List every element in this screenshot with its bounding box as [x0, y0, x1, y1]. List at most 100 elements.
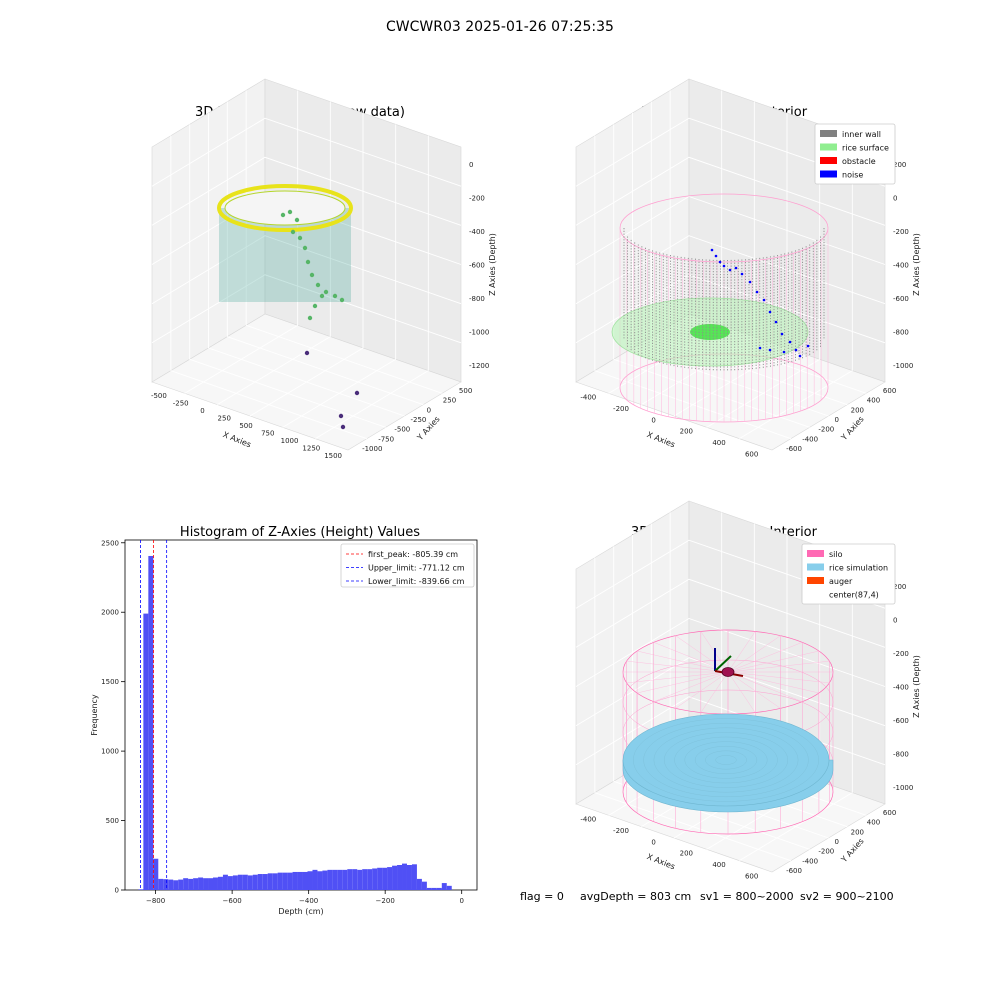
panel1-outlier-point: [338, 413, 344, 419]
panel4-ytick-label: 0: [835, 838, 839, 846]
panel2-noise-point: [768, 348, 772, 352]
panel3-histogram-bar: [436, 887, 442, 890]
panel4-ylabel: Y Axies: [839, 837, 866, 865]
panel1-xtick-label: 1500: [324, 452, 342, 460]
panel3-histogram-bar: [153, 858, 159, 890]
panel2-ytick-label: -600: [786, 445, 802, 453]
panel2-ztick-label: -200: [893, 228, 909, 236]
panel2-noise-point: [780, 332, 784, 336]
panel3-histogram-bar: [262, 874, 268, 890]
panel2-ytick-label: 400: [867, 397, 880, 405]
panel2-ytick-label: 600: [883, 387, 896, 395]
panel3-histogram-bar: [198, 877, 204, 890]
panel2-ytick-label: -200: [818, 426, 834, 434]
panel3-histogram-bar: [237, 874, 243, 890]
panel2-legend-frame: [814, 123, 896, 185]
panel2-noise-point: [722, 264, 726, 268]
panel1-noise-point: [294, 217, 300, 223]
panel3-histogram-bar: [327, 869, 333, 890]
panel3-histogram-bar: [342, 869, 348, 890]
panel2-ytick-label: -400: [802, 435, 818, 443]
panel2-ztick-label: -600: [893, 295, 909, 303]
panel1-ztick-label: -200: [469, 194, 485, 202]
panel1-noise-point: [332, 293, 338, 299]
panel2-noise-point: [782, 350, 786, 354]
panel2-xlabel: X Axies: [646, 430, 677, 449]
panel4-legend-frame: [801, 543, 896, 605]
panel1-xtick-label: 750: [261, 430, 274, 438]
panel4-rice-contour: [715, 755, 737, 765]
panel3-histogram: −800 −600 −400 −200 0 0 500 1000 1500 2000 2500 Dep…: [90, 539, 478, 916]
panel1-xtick-label: 0: [200, 407, 204, 415]
panel3-ytick-label: 1000: [101, 748, 119, 756]
panel3-histogram-bar: [267, 873, 273, 890]
panel3-histogram-bar: [377, 867, 383, 890]
panel1-ytick-label: -1000: [362, 445, 382, 453]
panel1-ytick-label: -750: [378, 435, 394, 443]
panel3-histogram-bar: [257, 874, 263, 890]
panel3-histogram-bar: [287, 872, 293, 890]
panel2-noise-point: [728, 268, 732, 272]
panel2-noise-point: [714, 254, 718, 258]
panel4-silo-spoke: [727, 642, 803, 673]
panel1-outlier-point: [354, 390, 360, 396]
panel3-histogram-bar: [188, 878, 194, 890]
panel1-noise-point: [280, 212, 286, 218]
panel2-xtick-label: 600: [745, 450, 758, 458]
panel3-histogram-bar: [446, 885, 452, 890]
panel1-zlabel: Z Axies (Depth): [488, 233, 497, 296]
panel2-legend-swatch: [820, 143, 837, 151]
status-sv1: sv1 = 800~2000: [700, 890, 794, 903]
panel1-xtick-label: 1000: [281, 437, 299, 445]
panel2-classify-3d: -400-20002004006006004002000-200-400-600…: [575, 78, 921, 458]
panel2-xtick-label: -200: [613, 405, 629, 413]
panel2-ylabel: Y Axies: [839, 415, 866, 443]
panel3-histogram-bar: [203, 878, 209, 890]
panel2-noise-point: [762, 298, 766, 302]
panel2-ztick-label: -1000: [893, 362, 913, 370]
panel4-xtick-label: -400: [580, 816, 596, 824]
panel3-histogram-bar: [347, 869, 353, 890]
panel2-noise-point: [710, 248, 714, 252]
panel1-ytick-label: 250: [443, 397, 456, 405]
panel4-legend-swatch: [807, 577, 824, 584]
panel2-rice-center: [690, 324, 730, 340]
panel4-silo-spoke: [637, 671, 729, 694]
panel4-rice-contour: [684, 741, 768, 779]
panel4-simulation-3d: -400-20002004006006004002000-200-400-600…: [575, 500, 921, 880]
panel3-xtick-label: −200: [376, 897, 395, 905]
panel3-histogram-bar: [392, 865, 398, 890]
panel1-noise-point: [287, 209, 293, 215]
panel1-outlier-point: [304, 350, 310, 356]
panel2-legend-label: rice surface: [842, 144, 889, 153]
panel4-legend-swatch: [807, 550, 824, 557]
panel3-histogram-bar: [397, 865, 403, 890]
panel3-histogram-bar: [411, 864, 417, 890]
panel4-rice-contour: [694, 746, 758, 774]
panel4-xtick-label: 0: [651, 838, 655, 846]
panel3-histogram-bar: [416, 878, 422, 890]
panel3-histogram-bar: [322, 870, 328, 890]
panel3-histogram-bar: [292, 871, 298, 890]
panel2-legend-swatch: [820, 157, 837, 164]
panel3-histogram-bar: [247, 875, 253, 890]
panel2-legend-label: noise: [842, 171, 863, 180]
panel4-legend-label: auger: [829, 577, 853, 586]
panel4-rice-contour: [705, 750, 747, 770]
panel3-histogram-bar: [352, 869, 358, 890]
panel4-silo-spoke: [626, 671, 729, 684]
panel1-noise-point: [323, 289, 329, 295]
panel3-histogram-bar: [307, 871, 313, 890]
panel3-histogram-bar: [421, 881, 427, 890]
panel4-legend-label: rice simulation: [829, 564, 888, 573]
panel2-ztick-label: -400: [893, 262, 909, 270]
panel1-xtick-label: -500: [151, 392, 167, 400]
panel2-noise-point: [798, 354, 802, 358]
panel4-ztick-label: 200: [893, 583, 906, 591]
panel4-rice-contour: [674, 736, 778, 784]
panel3-legend-label: first_peak: -805.39 cm: [368, 550, 458, 559]
panel2-noise-point: [788, 340, 792, 344]
panel3-histogram-bar: [148, 555, 154, 890]
panel3-histogram-bar: [213, 877, 218, 890]
